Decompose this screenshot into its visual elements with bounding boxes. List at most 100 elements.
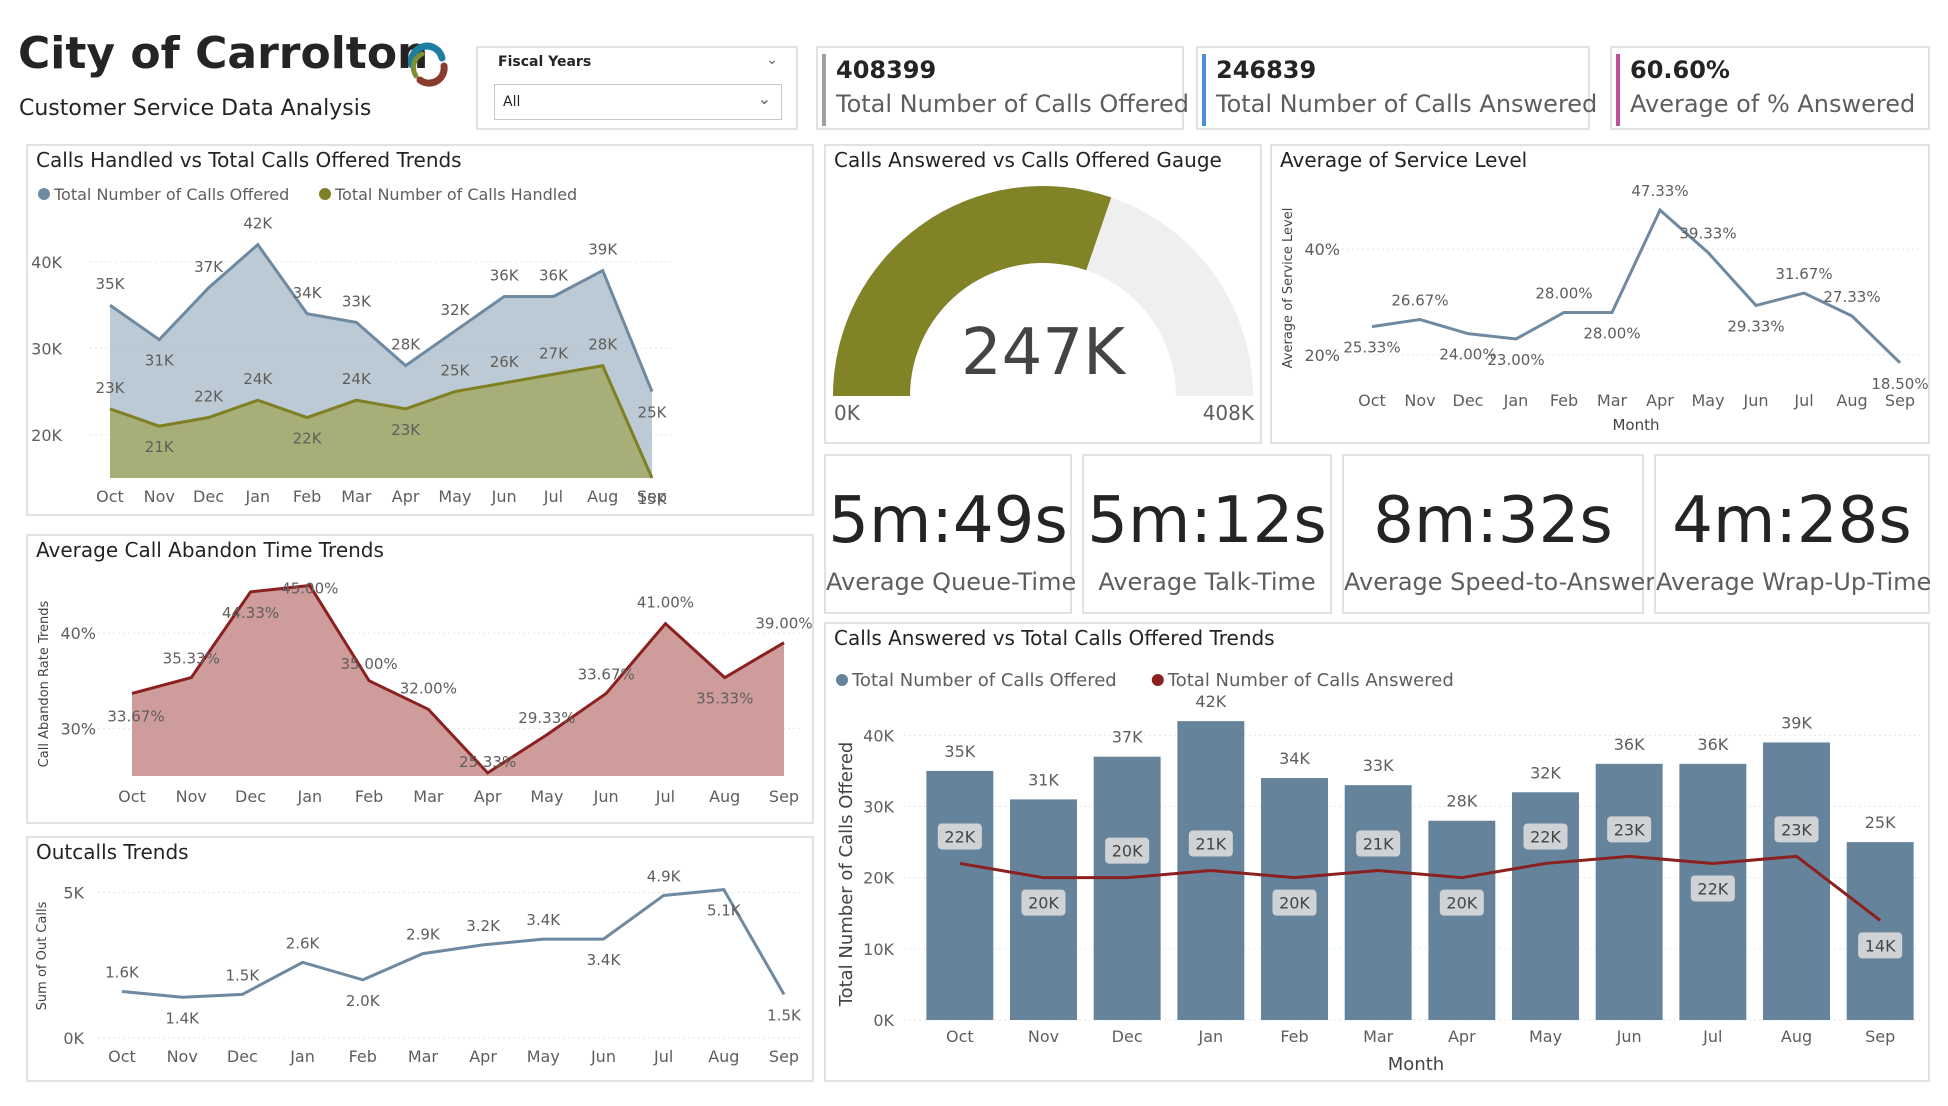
x-tick-label: Apr	[1646, 391, 1674, 410]
data-label: 27K	[539, 344, 569, 362]
speed-to-answer-card: 8m:32s Average Speed-to-Answer	[1342, 454, 1656, 614]
line-label-box	[1272, 889, 1317, 916]
card-value: 5m:49s	[828, 484, 1068, 558]
x-tick-label: Jun	[590, 1047, 616, 1066]
fiscal-year-dropdown[interactable]: All ⌄	[494, 84, 782, 120]
y-tick-label: 5K	[63, 884, 84, 903]
bar-label: 42K	[1195, 692, 1226, 711]
bar-label: 25K	[1865, 813, 1896, 832]
chevron-down-icon[interactable]: ⌄	[766, 52, 778, 68]
kpi-percent-answered: 60.60% Average of % Answered	[1610, 46, 1930, 130]
data-label: 25.33%	[1343, 339, 1400, 357]
series-line	[1371, 207, 1902, 364]
data-label: 1.6K	[105, 963, 140, 981]
x-tick-label: Jan	[296, 787, 322, 806]
series-line	[959, 854, 1882, 922]
chart-title: Average Call Abandon Time Trends	[36, 538, 384, 562]
x-tick-label: May	[1691, 391, 1724, 410]
data-label: 31.67%	[1775, 265, 1832, 283]
data-label: 22K	[293, 430, 323, 448]
gauge-min-label: 0K	[834, 401, 861, 425]
handled-vs-offered-card: Calls Handled vs Total Calls Offered Tre…	[26, 144, 814, 516]
data-label: 26.67%	[1391, 292, 1448, 310]
data-label: 39K	[588, 241, 618, 259]
legend-label: Total Number of Calls Handled	[334, 185, 577, 204]
y-axis-label: Average of Service Level	[1281, 208, 1296, 369]
data-label: 36K	[490, 267, 520, 285]
data-label: 15K	[638, 490, 668, 508]
bar-label: 36K	[1697, 735, 1728, 754]
series-line	[131, 583, 785, 775]
x-tick-label: Aug	[1781, 1027, 1812, 1046]
y-tick-label: 30%	[60, 719, 96, 738]
x-tick-label: Oct	[96, 487, 124, 506]
x-tick-label: Mar	[341, 487, 372, 506]
line-label: 14K	[1865, 936, 1896, 955]
line-label: 21K	[1363, 835, 1394, 854]
bar	[1344, 785, 1412, 1020]
bar-label: 36K	[1614, 735, 1645, 754]
abandon-chart: 30% 40% 33.67% 35.33% 44.33%45.00% 35.00%32.0…	[37, 580, 812, 806]
data-label: 1.4K	[165, 1009, 200, 1027]
line-label-box	[1188, 830, 1233, 857]
line-label: 23K	[1781, 820, 1812, 839]
data-label: 33.67%	[107, 707, 164, 725]
line-label: 20K	[1112, 842, 1143, 861]
data-label: 1.5K	[226, 966, 261, 984]
x-tick-label: Feb	[355, 787, 383, 806]
gauge-max-label: 408K	[1203, 401, 1255, 425]
logo-arc-blue	[408, 42, 446, 69]
legend-label: Total Number of Calls Answered	[1167, 670, 1454, 691]
data-label: 47.33%	[1631, 182, 1688, 200]
y-tick-label: 20%	[1304, 346, 1340, 365]
x-tick-label: Dec	[193, 487, 224, 506]
series-area	[110, 365, 652, 478]
x-tick-label: Jul	[1702, 1027, 1722, 1046]
chart-title: Calls Answered vs Total Calls Offered Tr…	[834, 626, 1275, 650]
gauge-fill	[833, 185, 1112, 396]
bar-label: 32K	[1530, 763, 1561, 782]
line-label: 20K	[1446, 894, 1477, 913]
x-tick-label: Jul	[655, 787, 675, 806]
line-label: 20K	[1028, 894, 1059, 913]
answered-vs-offered-card: Calls Answered vs Total Calls Offered Tr…	[824, 622, 1930, 1082]
data-label: 18.50%	[1871, 375, 1928, 393]
x-tick-label: Jan	[1503, 391, 1529, 410]
x-tick-label: Sep	[1865, 1027, 1895, 1046]
gauge-card: Calls Answered vs Calls Offered Gauge 24…	[824, 144, 1262, 444]
kpi-accent-bar	[1202, 54, 1206, 126]
card-label: Average Talk-Time	[1098, 568, 1316, 596]
x-tick-label: Jan	[289, 1047, 315, 1066]
x-tick-label: Nov	[144, 487, 175, 506]
data-label: 35.00%	[340, 655, 397, 673]
line-label-box	[1607, 816, 1652, 843]
legend-label: Total Number of Calls Offered	[53, 185, 289, 204]
x-tick-label: May	[530, 787, 563, 806]
x-tick-label: Mar	[413, 787, 444, 806]
data-label: 28K	[588, 336, 618, 354]
x-tick-label: Jan	[244, 487, 270, 506]
x-tick-label: Nov	[176, 787, 207, 806]
data-label: 25.33%	[459, 753, 516, 771]
x-tick-label: Oct	[108, 1047, 136, 1066]
kpi-accent-bar	[822, 54, 826, 126]
y-tick-label: 10K	[863, 940, 894, 959]
line-label: 22K	[1697, 879, 1728, 898]
data-label: 41.00%	[637, 594, 694, 612]
x-tick-label: Sep	[769, 787, 799, 806]
data-label: 32.00%	[400, 679, 457, 697]
x-axis-label: Month	[1612, 416, 1659, 434]
logo-arc-green	[410, 51, 425, 79]
x-tick-label: Aug	[709, 787, 740, 806]
data-label: 25K	[638, 404, 668, 422]
card-label: Average Speed-to-Answer	[1344, 568, 1656, 596]
x-tick-label: May	[527, 1047, 560, 1066]
x-tick-label: Jul	[1793, 391, 1813, 410]
outcalls-chart: 0K 5K 1.6K 1.4K 1.5K 2.6K 2.0K 2.9K 3.2K 3.4K 3.4K…	[35, 867, 802, 1066]
handled-vs-offered-chart: Total Number of Calls Offered Total Numbe…	[31, 185, 672, 508]
wrap-up-time-card: 4m:28s Average Wrap-Up-Time	[1654, 454, 1931, 614]
kpi-calls-answered: 246839 Total Number of Calls Answered	[1196, 46, 1597, 130]
city-logo	[408, 42, 448, 87]
x-tick-label: Aug	[1836, 391, 1867, 410]
line-label-box	[1356, 830, 1401, 857]
